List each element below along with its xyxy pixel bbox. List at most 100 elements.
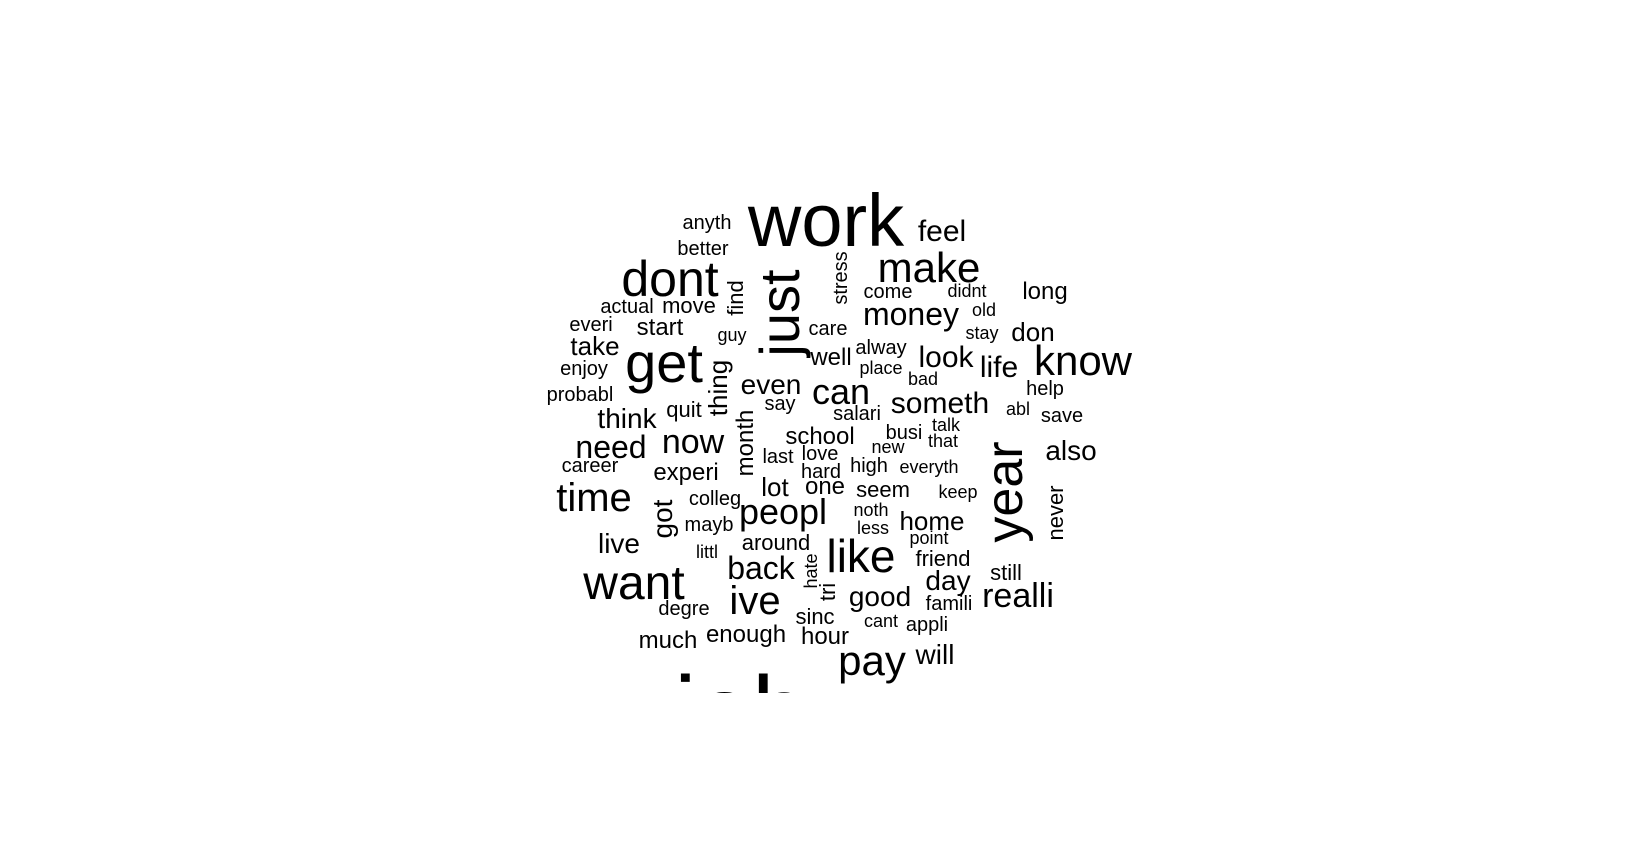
word-friend: friend xyxy=(915,546,971,571)
word-like: like xyxy=(826,530,896,582)
word-long: long xyxy=(1022,278,1068,305)
word-school: school xyxy=(785,423,855,450)
word-place: place xyxy=(859,358,903,378)
word-enough: enough xyxy=(705,621,787,648)
word-look: look xyxy=(918,341,974,374)
word-experi: experi xyxy=(653,459,719,486)
word-day: day xyxy=(925,565,971,596)
word-enjoy: enjoy xyxy=(560,358,608,380)
word-noth: noth xyxy=(853,500,889,520)
word-someth: someth xyxy=(890,387,990,420)
word-also: also xyxy=(1045,435,1097,466)
word-still: still xyxy=(990,560,1022,585)
word-thing: thing xyxy=(703,359,733,417)
word-probabl: probabl xyxy=(546,384,614,406)
word-back: back xyxy=(727,550,795,586)
word-mayb: mayb xyxy=(684,514,734,536)
word-love: love xyxy=(801,443,839,465)
word-colleg: colleg xyxy=(688,488,742,510)
word-high: high xyxy=(850,455,888,477)
word-now: now xyxy=(661,423,725,461)
word-take: take xyxy=(570,331,620,361)
word-appli: appli xyxy=(905,614,949,636)
word-know: know xyxy=(1033,337,1133,384)
word-come: come xyxy=(863,281,913,303)
word-hard: hard xyxy=(800,461,842,483)
word-everi: everi xyxy=(569,314,613,336)
word-everyth: everyth xyxy=(899,457,959,477)
word-anyth: anyth xyxy=(682,212,732,234)
word-old: old xyxy=(971,300,997,320)
word-sinc: sinc xyxy=(795,604,835,629)
word-seem: seem xyxy=(856,477,910,502)
word-good: good xyxy=(848,581,912,612)
word-need: need xyxy=(575,429,647,465)
word-lot: lot xyxy=(761,472,789,502)
word-salari: salari xyxy=(833,403,881,425)
word-even: even xyxy=(740,369,802,400)
word-last: last xyxy=(762,446,794,468)
word-care: care xyxy=(808,318,848,340)
word-tri: tri xyxy=(815,582,840,602)
word-littl: littl xyxy=(696,542,718,562)
word-stress: stress xyxy=(830,251,852,305)
word-degre: degre xyxy=(658,598,710,620)
word-talk: talk xyxy=(931,415,961,435)
word-didnt: didnt xyxy=(947,281,987,301)
word-don: don xyxy=(1011,317,1055,347)
word-time: time xyxy=(556,476,632,520)
word-month: month xyxy=(732,409,759,477)
word-abl: abl xyxy=(1005,399,1031,419)
word-realli: realli xyxy=(982,577,1054,615)
word-get: get xyxy=(625,331,703,394)
word-actual: actual xyxy=(600,296,654,318)
word-find: find xyxy=(723,280,748,316)
word-much: much xyxy=(638,627,698,654)
word-quit: quit xyxy=(666,397,702,422)
word-live: live xyxy=(597,528,641,559)
word-got: got xyxy=(647,499,678,539)
word-alway: alway xyxy=(855,337,907,359)
word-will: will xyxy=(915,639,955,670)
word-hour: hour xyxy=(800,623,850,650)
word-ive: ive xyxy=(729,579,781,623)
word-one: one xyxy=(804,473,846,500)
word-say: say xyxy=(764,393,796,415)
word-start: start xyxy=(636,314,684,341)
word-cloud-area: work feel anyth better dont make just stress com… xyxy=(546,179,1133,694)
word-busi: busi xyxy=(885,422,923,444)
word-home: home xyxy=(899,506,965,536)
word-point: point xyxy=(909,528,949,548)
word-feel: feel xyxy=(917,215,967,248)
word-around: around xyxy=(741,530,811,555)
word-better: better xyxy=(677,238,729,260)
word-pay: pay xyxy=(838,637,906,684)
word-peopl: peopl xyxy=(738,491,828,532)
word-move: move xyxy=(662,293,716,318)
word-money: money xyxy=(862,296,960,332)
word-save: save xyxy=(1040,405,1084,427)
word-never: never xyxy=(1043,485,1068,541)
word-new: new xyxy=(871,437,905,457)
word-can: can xyxy=(811,371,871,412)
word-bad: bad xyxy=(907,369,939,389)
word-just: just xyxy=(748,269,811,357)
word-less: less xyxy=(856,518,890,538)
word-want: want xyxy=(583,557,685,610)
word-cant: cant xyxy=(863,611,899,631)
word-keep: keep xyxy=(938,482,978,502)
word-stay: stay xyxy=(965,323,999,343)
word-well: well xyxy=(810,344,852,371)
word-life: life xyxy=(979,351,1019,384)
word-dont: dont xyxy=(621,251,719,307)
word-famili: famili xyxy=(925,593,973,615)
word-that: that xyxy=(927,431,959,451)
word-think: think xyxy=(597,403,657,434)
word-guy: guy xyxy=(717,325,747,345)
word-job: job xyxy=(674,662,807,693)
word-help: help xyxy=(1026,378,1064,400)
word-work: work xyxy=(747,179,905,262)
word-career: career xyxy=(561,455,619,477)
word-make: make xyxy=(877,244,981,291)
